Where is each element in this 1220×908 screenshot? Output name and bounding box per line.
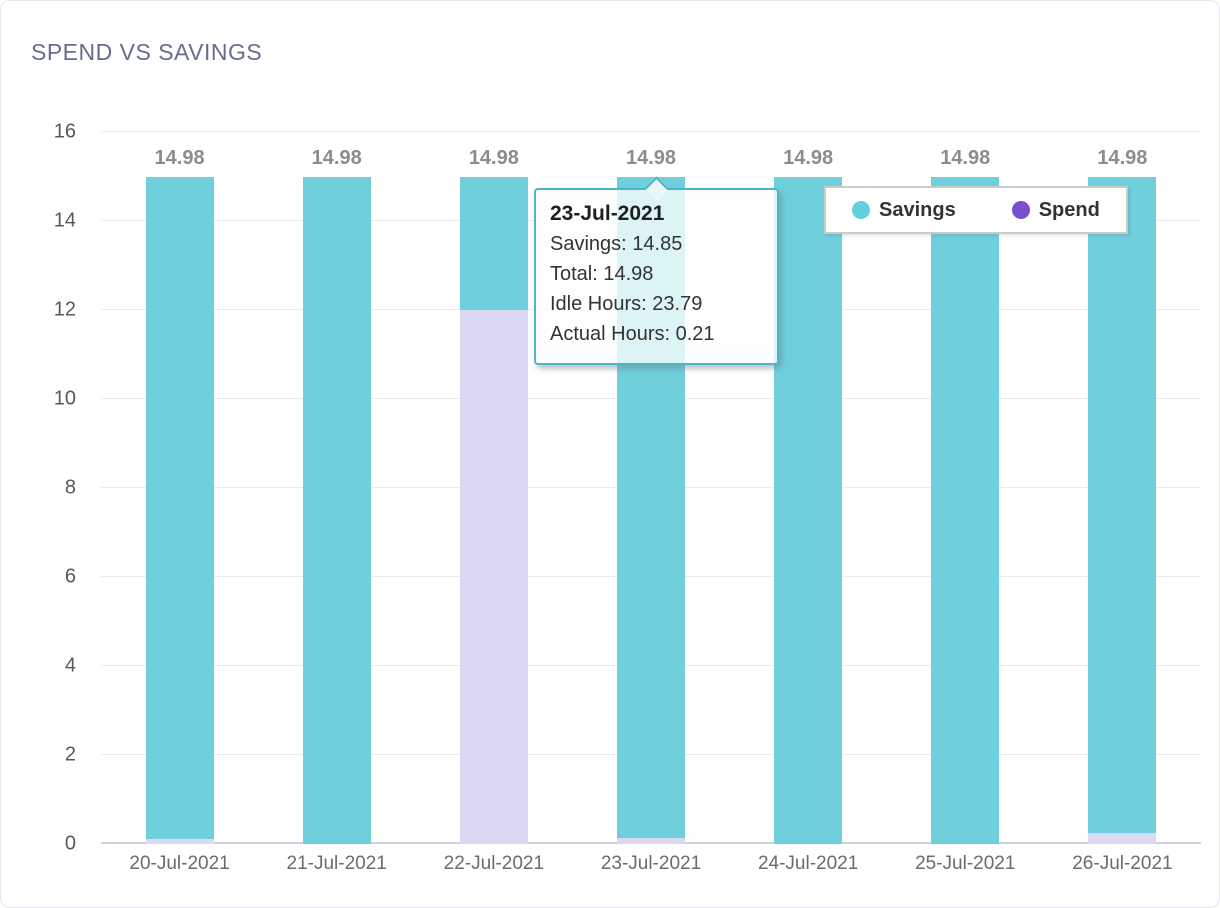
bar-total-label-23-Jul-2021: 14.98	[625, 147, 677, 170]
x-tick-label-25-Jul-2021: 25-Jul-2021	[915, 853, 1016, 874]
bar-slot-24-Jul-2021: 14.98	[730, 132, 887, 844]
bar-savings-20-Jul-2021[interactable]	[145, 177, 214, 839]
tooltip-lines: Savings: 14.85 Total: 14.98 Idle Hours: 23…	[550, 229, 761, 349]
gridline-y-16	[101, 131, 1201, 132]
tooltip-title: 23-Jul-2021	[550, 202, 665, 225]
legend-dot-spend	[1011, 201, 1030, 219]
legend-label-savings: Savings	[879, 198, 956, 221]
tooltip-line-savings: Savings: 14.85	[550, 233, 683, 255]
y-tick-label-0: 0	[64, 832, 76, 855]
bar-slot-22-Jul-2021: 14.98	[415, 132, 572, 844]
x-axis-labels: 20-Jul-2021 21-Jul-2021 22-Jul-2021 23-Jul-…	[101, 853, 1201, 875]
bar-slot-25-Jul-2021: 14.98	[887, 132, 1044, 844]
bar-spend-26-Jul-2021[interactable]	[1088, 832, 1157, 844]
x-tick-label-20-Jul-2021: 20-Jul-2021	[129, 853, 230, 874]
y-tick-label-2: 2	[64, 743, 76, 766]
tooltip-line-idle-hours: Idle Hours: 23.79	[550, 293, 703, 315]
y-tick-label-10: 10	[53, 387, 76, 410]
bar-spend-22-Jul-2021[interactable]	[459, 310, 528, 844]
y-tick-label-6: 6	[64, 565, 76, 588]
y-tick-label-12: 12	[53, 298, 76, 321]
legend-item-savings[interactable]: Savings	[852, 199, 956, 222]
y-tick-label-8: 8	[64, 476, 76, 499]
x-tick-label-23-Jul-2021: 23-Jul-2021	[600, 853, 702, 874]
bar-total-label-21-Jul-2021: 14.98	[311, 147, 362, 170]
legend: Savings Spend	[824, 186, 1128, 234]
chart-title: SPEND VS SAVINGS	[31, 39, 263, 65]
y-tick-label-14: 14	[53, 209, 76, 232]
bar-savings-21-Jul-2021[interactable]	[302, 177, 371, 844]
tooltip-line-actual-hours: Actual Hours: 0.21	[550, 323, 715, 345]
legend-label-spend: Spend	[1038, 198, 1100, 221]
tooltip-line-total: Total: 14.98	[550, 263, 654, 285]
bar-spend-20-Jul-2021[interactable]	[145, 838, 214, 844]
bar-savings-22-Jul-2021[interactable]	[459, 177, 528, 310]
x-tick-label-21-Jul-2021: 21-Jul-2021	[286, 853, 387, 874]
bar-slot-26-Jul-2021: 14.98	[1044, 132, 1201, 844]
bar-savings-24-Jul-2021[interactable]	[774, 177, 843, 844]
bar-savings-26-Jul-2021[interactable]	[1088, 177, 1157, 833]
y-tick-label-4: 4	[64, 654, 76, 677]
bar-total-label-20-Jul-2021: 14.98	[154, 147, 205, 170]
bar-slot-21-Jul-2021: 14.98	[258, 132, 415, 844]
tooltip: 23-Jul-2021 Savings: 14.85 Total: 14.98 Id…	[534, 176, 779, 365]
bar-total-label-25-Jul-2021: 14.98	[940, 147, 991, 170]
bar-slot-20-Jul-2021: 14.98	[101, 132, 258, 844]
bar-total-label-26-Jul-2021: 14.98	[1097, 147, 1148, 170]
x-tick-label-22-Jul-2021: 22-Jul-2021	[443, 853, 545, 874]
x-tick-label-24-Jul-2021: 24-Jul-2021	[757, 853, 859, 874]
x-tick-label-26-Jul-2021: 26-Jul-2021	[1072, 853, 1173, 874]
bar-spend-23-Jul-2021[interactable]	[616, 838, 685, 844]
legend-item-spend[interactable]: Spend	[1011, 198, 1100, 222]
y-axis-labels: 0 2 4 6 8 10 12 14 16	[21, 121, 76, 855]
bar-savings-25-Jul-2021[interactable]	[931, 177, 1000, 844]
y-tick-label-16: 16	[53, 120, 76, 143]
bar-total-label-22-Jul-2021: 14.98	[468, 147, 519, 170]
legend-dot-savings	[852, 201, 870, 219]
bar-total-label-24-Jul-2021: 14.98	[783, 147, 834, 170]
